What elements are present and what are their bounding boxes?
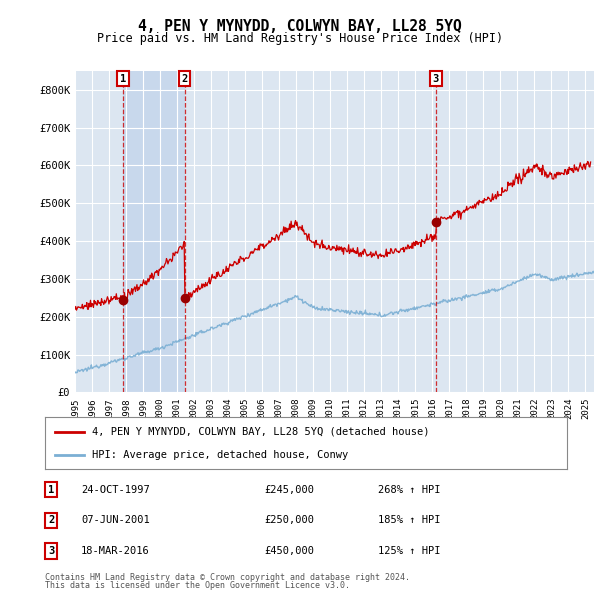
Text: 4, PEN Y MYNYDD, COLWYN BAY, LL28 5YQ: 4, PEN Y MYNYDD, COLWYN BAY, LL28 5YQ: [138, 19, 462, 34]
Text: This data is licensed under the Open Government Licence v3.0.: This data is licensed under the Open Gov…: [45, 581, 350, 590]
Text: 4, PEN Y MYNYDD, COLWYN BAY, LL28 5YQ (detached house): 4, PEN Y MYNYDD, COLWYN BAY, LL28 5YQ (d…: [92, 427, 430, 437]
Text: HPI: Average price, detached house, Conwy: HPI: Average price, detached house, Conw…: [92, 450, 348, 460]
Text: 2: 2: [48, 516, 54, 525]
Bar: [123, 71, 185, 392]
Text: 24-OCT-1997: 24-OCT-1997: [81, 485, 150, 494]
Text: 2: 2: [181, 74, 188, 84]
Text: 125% ↑ HPI: 125% ↑ HPI: [378, 546, 440, 556]
Text: 1: 1: [48, 485, 54, 494]
Text: Price paid vs. HM Land Registry's House Price Index (HPI): Price paid vs. HM Land Registry's House …: [97, 32, 503, 45]
Text: 3: 3: [433, 74, 439, 84]
Text: Contains HM Land Registry data © Crown copyright and database right 2024.: Contains HM Land Registry data © Crown c…: [45, 572, 410, 582]
Text: £250,000: £250,000: [264, 516, 314, 525]
Text: £245,000: £245,000: [264, 485, 314, 494]
Text: 1: 1: [120, 74, 126, 84]
Text: 268% ↑ HPI: 268% ↑ HPI: [378, 485, 440, 494]
Text: 185% ↑ HPI: 185% ↑ HPI: [378, 516, 440, 525]
Text: 07-JUN-2001: 07-JUN-2001: [81, 516, 150, 525]
Text: 18-MAR-2016: 18-MAR-2016: [81, 546, 150, 556]
Text: £450,000: £450,000: [264, 546, 314, 556]
Text: 3: 3: [48, 546, 54, 556]
